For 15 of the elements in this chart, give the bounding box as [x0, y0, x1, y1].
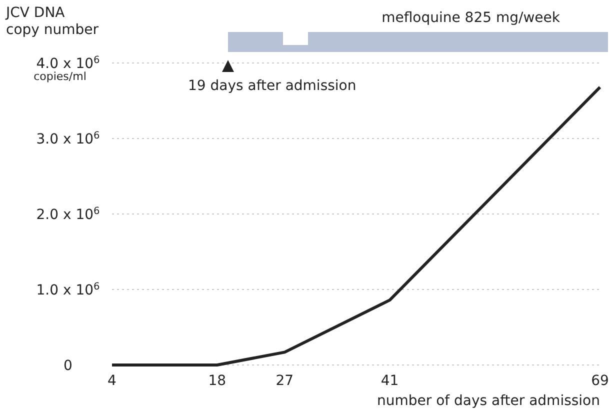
y-tick-label: 3.0 x 10$^{6}$: [36, 130, 100, 148]
annotation: 19 days after admission: [188, 78, 356, 94]
x-tick-label: 27: [276, 373, 294, 389]
y-tick-label: 1.0 x 10$^{6}$: [36, 280, 100, 298]
y-tick-label: 0: [64, 358, 72, 374]
x-tick-label: 18: [208, 373, 226, 389]
y-tick-label: 2.0 x 10$^{6}$: [36, 205, 100, 223]
y-axis-title: JCV DNA copy number: [5, 5, 99, 38]
x-axis-title: number of days after admission: [376, 393, 600, 409]
x-tick-label: 69: [591, 373, 609, 389]
x-tick-label: 41: [380, 373, 399, 389]
text: mefloquine 825 mg/week: [382, 10, 561, 26]
x-tick-label: 4: [108, 373, 117, 389]
text: copies/ml: [34, 70, 86, 83]
y-tick-label: 4.0 x 10$^{6}$: [36, 54, 100, 72]
